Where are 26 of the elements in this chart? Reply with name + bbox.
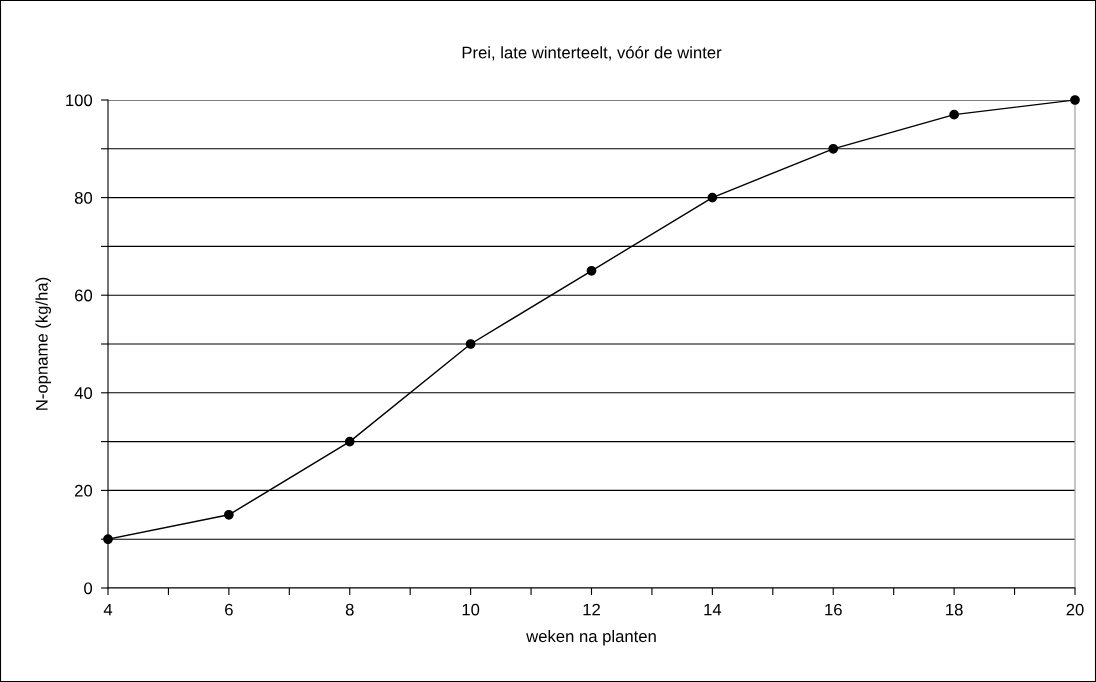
y-tick-label: 100: [66, 94, 93, 107]
y-tick-label: 0: [84, 582, 93, 595]
point: [465, 339, 476, 349]
point: [828, 143, 839, 154]
x-tick-label: 14: [704, 603, 722, 616]
x-tick-label: 6: [225, 603, 233, 616]
x-tick-label: 18: [946, 603, 963, 616]
x-tick-label: 4: [103, 603, 113, 616]
x-tick-label: 10: [462, 603, 480, 616]
point: [344, 436, 355, 447]
point: [949, 109, 959, 120]
x-tick-label: 20: [1066, 603, 1084, 616]
x-tick-label: 16: [825, 603, 842, 616]
x-tick-label: 8: [345, 603, 354, 616]
x-tick-label: 12: [583, 603, 600, 616]
point: [224, 509, 234, 520]
y-tick-label: 60: [75, 289, 93, 302]
point: [586, 265, 597, 276]
y-axis-title: N-opname (kg/ha): [35, 277, 52, 410]
y-tick-label: 40: [74, 387, 93, 399]
x-axis-title: weken na planten: [526, 629, 656, 646]
point: [1070, 95, 1080, 105]
chart-title: Prei, late winterteelt, vóór de winter: [462, 46, 722, 61]
y-tick-label: 80: [74, 192, 93, 204]
point: [707, 192, 718, 203]
y-tick-label: 20: [75, 484, 93, 497]
